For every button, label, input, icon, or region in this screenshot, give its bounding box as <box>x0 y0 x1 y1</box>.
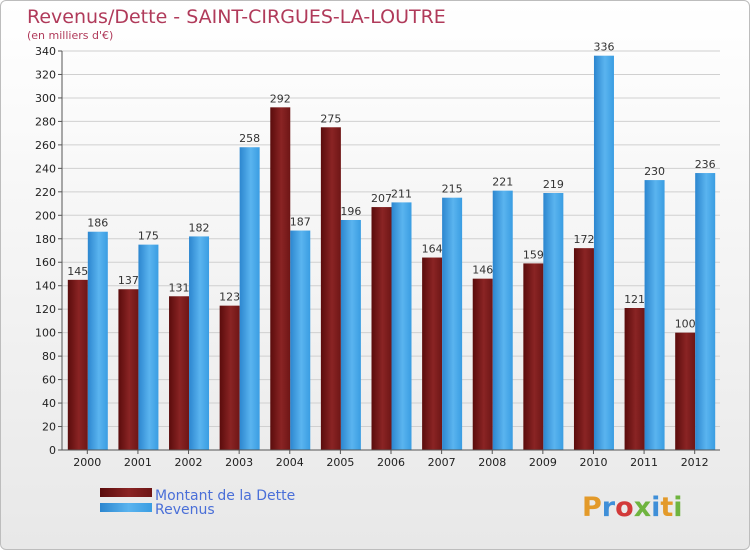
bar-dette <box>270 107 291 451</box>
value-label: 145 <box>67 265 88 278</box>
proxiti-logo: Proxiti <box>582 492 683 523</box>
value-label: 159 <box>523 248 544 261</box>
y-axis-ticks: 0 20 40 60 80 100 120 140 160 180 200 220 240 260 280 3… <box>35 45 62 457</box>
value-label: 211 <box>391 187 412 200</box>
chart-title: Revenus/Dette - SAINT-CIRGUES-LA-LOUTRE <box>27 6 446 28</box>
y-tick-label: 320 <box>35 68 56 81</box>
value-label: 275 <box>320 112 341 125</box>
y-tick-label: 60 <box>42 374 56 387</box>
bar-revenus <box>87 231 108 450</box>
bar-dette <box>624 308 645 450</box>
legend-label-revenus: Revenus <box>155 502 215 518</box>
value-label: 336 <box>593 41 614 54</box>
value-label: 137 <box>118 274 139 287</box>
bar-dette <box>675 332 696 450</box>
value-label: 100 <box>675 318 696 331</box>
y-tick-label: 80 <box>42 350 56 363</box>
value-label: 196 <box>340 205 361 218</box>
x-tick-label: 2012 <box>681 456 709 469</box>
x-tick-label: 2003 <box>225 456 253 469</box>
bars <box>67 55 716 451</box>
y-tick-label: 180 <box>35 233 56 246</box>
bar-dette <box>472 278 493 450</box>
legend: Montant de la Dette Revenus <box>100 488 295 518</box>
bar-revenus <box>442 197 463 450</box>
bar-dette <box>371 207 392 450</box>
bar-dette <box>219 305 240 450</box>
value-label: 121 <box>624 293 645 306</box>
x-tick-label: 2009 <box>529 456 557 469</box>
bar-revenus <box>340 219 361 450</box>
value-label: 258 <box>239 132 260 145</box>
bar-dette <box>523 263 544 450</box>
x-tick-label: 2001 <box>124 456 152 469</box>
y-tick-label: 240 <box>35 162 56 175</box>
x-axis-ticks: 2000 2001 2002 2003 2004 2005 2006 2007 2008 2009… <box>73 450 709 469</box>
y-tick-label: 300 <box>35 92 56 105</box>
y-tick-label: 140 <box>35 280 56 293</box>
y-tick-label: 100 <box>35 327 56 340</box>
y-tick-label: 340 <box>35 45 56 58</box>
bar-revenus <box>391 202 412 450</box>
value-label: 123 <box>219 291 240 304</box>
bar-dette <box>169 296 190 450</box>
value-label: 292 <box>270 92 291 105</box>
chart-subtitle: (en milliers d'€) <box>27 29 113 42</box>
value-label: 172 <box>573 233 594 246</box>
value-label: 219 <box>543 178 564 191</box>
y-tick-label: 0 <box>49 444 56 457</box>
value-label: 131 <box>169 281 190 294</box>
bar-revenus <box>189 236 210 450</box>
y-tick-label: 280 <box>35 115 56 128</box>
value-label: 175 <box>138 230 159 243</box>
legend-swatch-debt <box>100 488 152 497</box>
y-tick-label: 200 <box>35 209 56 222</box>
value-label: 236 <box>695 158 716 171</box>
y-tick-label: 120 <box>35 303 56 316</box>
value-label: 146 <box>472 264 493 277</box>
legend-label-debt: Montant de la Dette <box>155 488 295 504</box>
value-label: 207 <box>371 192 392 205</box>
x-tick-label: 2010 <box>579 456 607 469</box>
x-tick-label: 2005 <box>326 456 354 469</box>
y-tick-label: 260 <box>35 139 56 152</box>
bar-dette <box>320 127 341 450</box>
bar-revenus <box>239 147 260 450</box>
bar-revenus <box>138 244 159 450</box>
value-label: 164 <box>422 243 443 256</box>
x-tick-label: 2008 <box>478 456 506 469</box>
value-label: 230 <box>644 165 665 178</box>
value-label: 186 <box>87 217 108 230</box>
bar-revenus <box>644 180 665 450</box>
bar-dette <box>422 257 443 450</box>
value-label: 215 <box>442 183 463 196</box>
bar-dette <box>67 279 88 450</box>
x-tick-label: 2002 <box>175 456 203 469</box>
y-tick-label: 160 <box>35 256 56 269</box>
y-tick-label: 40 <box>42 397 56 410</box>
bar-revenus <box>695 173 716 450</box>
x-tick-label: 2000 <box>73 456 101 469</box>
bar-revenus <box>492 190 513 450</box>
bar-revenus <box>290 230 311 450</box>
x-tick-label: 2004 <box>276 456 304 469</box>
value-label: 182 <box>189 221 210 234</box>
bar-dette <box>118 289 139 450</box>
value-label: 221 <box>492 176 513 189</box>
x-tick-label: 2011 <box>630 456 658 469</box>
x-tick-label: 2006 <box>377 456 405 469</box>
legend-swatch-revenus <box>100 503 152 512</box>
bar-revenus <box>543 192 564 450</box>
x-tick-label: 2007 <box>428 456 456 469</box>
bar-dette <box>573 248 594 450</box>
y-tick-label: 20 <box>42 421 56 434</box>
value-label: 187 <box>290 216 311 229</box>
y-tick-label: 220 <box>35 186 56 199</box>
bar-revenus <box>593 55 614 450</box>
